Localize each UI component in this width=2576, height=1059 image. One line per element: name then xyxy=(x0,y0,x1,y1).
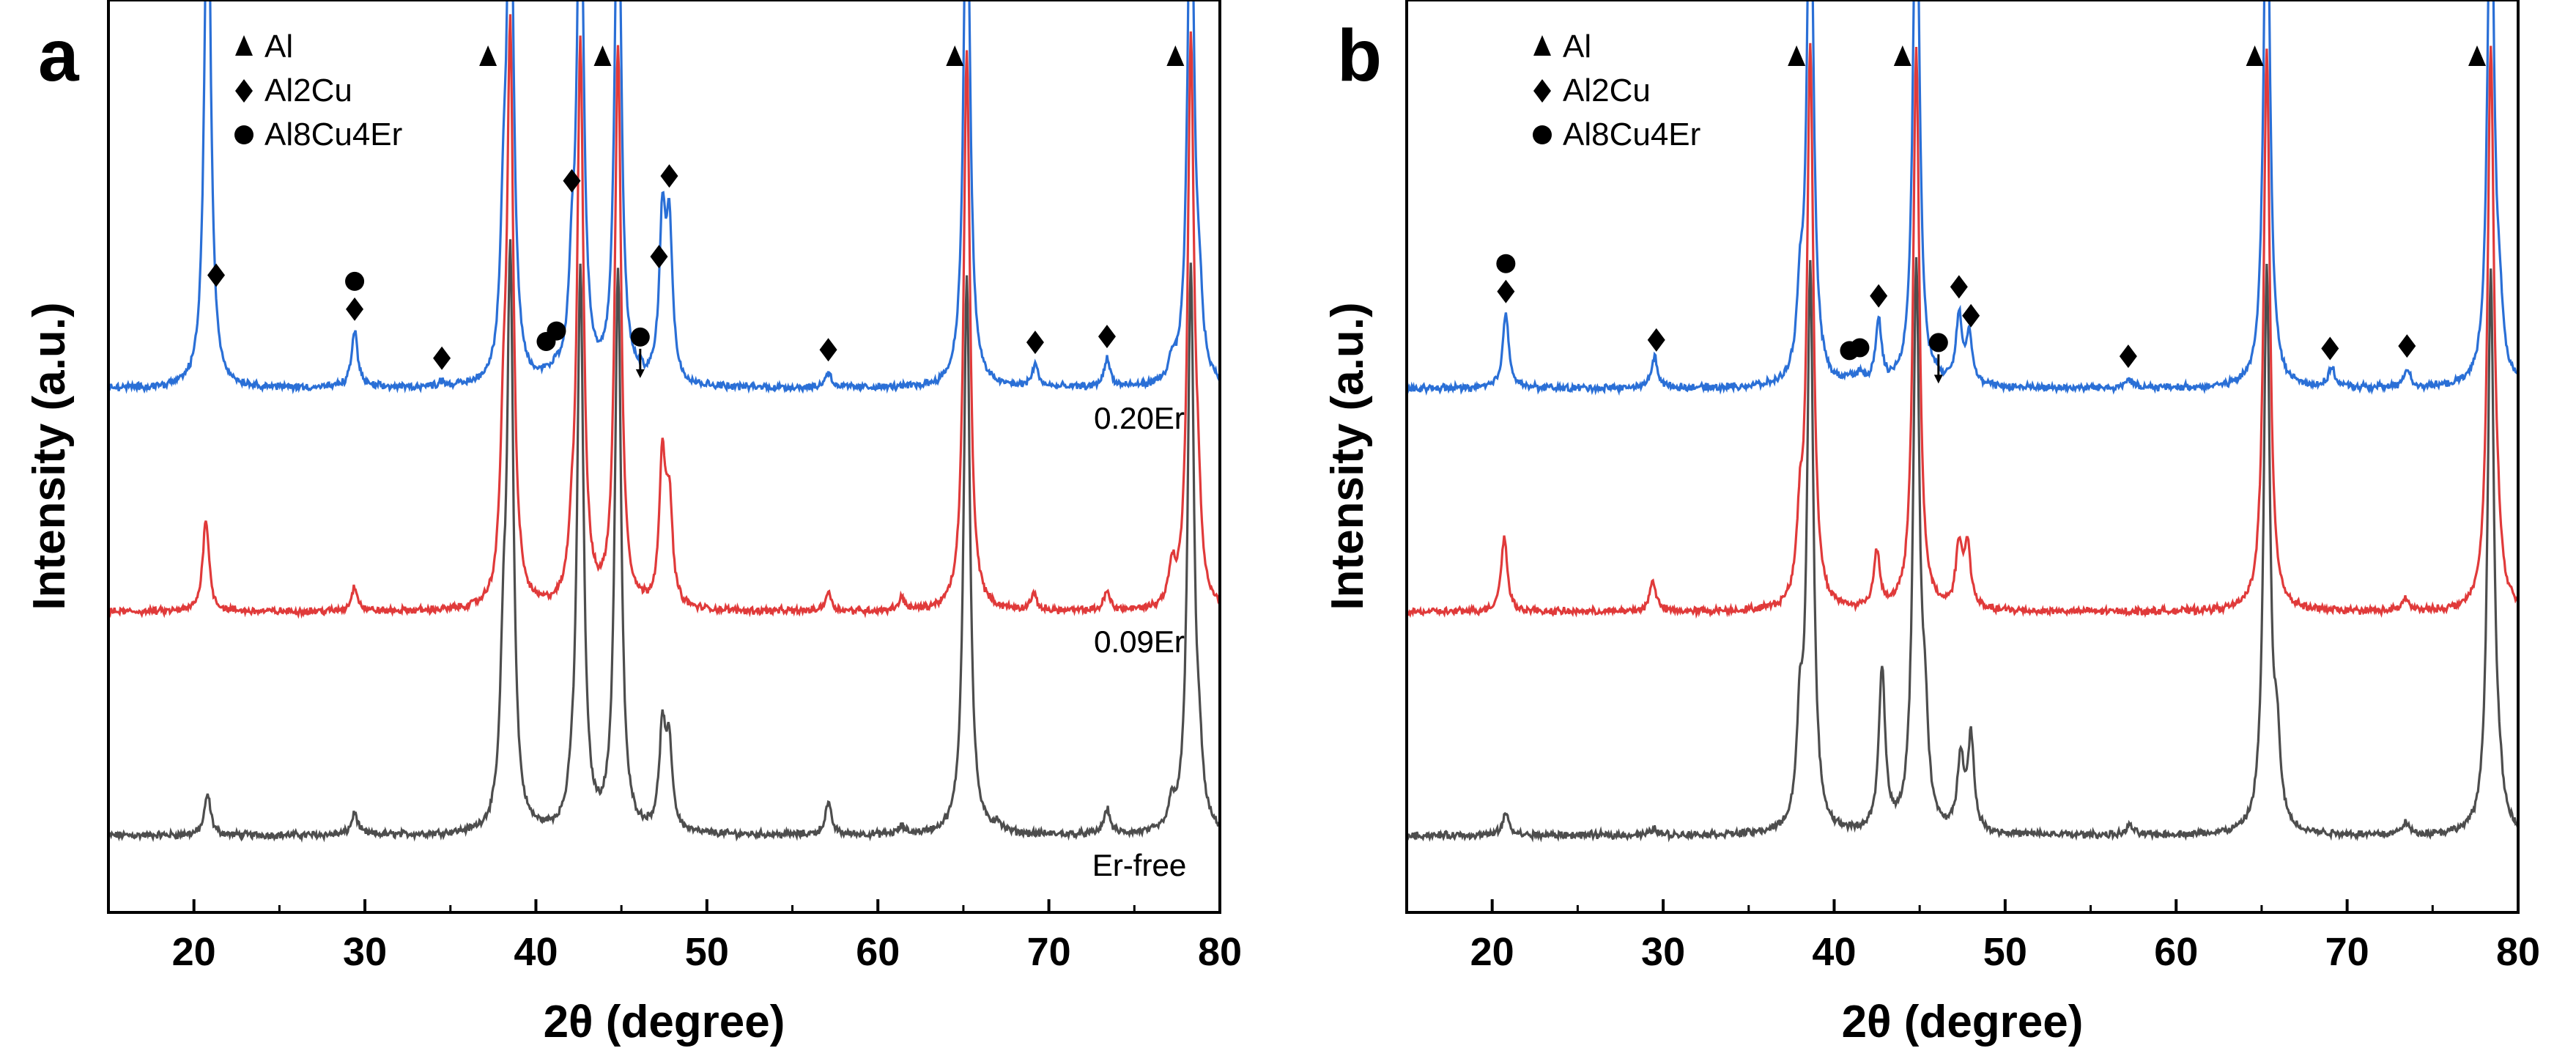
legend-label: Al xyxy=(1563,29,1591,64)
x-axis-title: 2θ (degree) xyxy=(544,997,785,1047)
legend-label: Al2Cu xyxy=(1563,73,1651,108)
legend-circle-icon xyxy=(234,125,253,144)
trace-label-0.09Er: 0.09Er xyxy=(1094,624,1185,659)
panel-a: 20 30 40 50 60 70 80 2θ (degree) Intensity (a.u.… xyxy=(24,0,1242,1047)
peak-triangle-marker xyxy=(593,45,612,66)
arrow-head-icon xyxy=(1933,374,1943,384)
series-line-0.09Er xyxy=(108,14,1220,619)
peak-diamond-marker xyxy=(1026,331,1044,355)
x-tick-label: 80 xyxy=(1198,930,1242,974)
legend-label: Al2Cu xyxy=(264,73,352,108)
y-axis-title: Intensity (a.u.) xyxy=(24,302,75,610)
x-axis-title: 2θ (degree) xyxy=(1842,997,2084,1047)
series-line-Er-free xyxy=(1407,257,2518,843)
peak-diamond-marker xyxy=(1647,328,1665,352)
peak-diamond-marker xyxy=(660,164,678,188)
peak-circle-marker xyxy=(630,327,650,347)
peak-diamond-marker xyxy=(346,297,364,321)
x-tick-label: 50 xyxy=(1983,930,2027,974)
x-tick-label: 50 xyxy=(685,930,729,974)
y-axis-title: Intensity (a.u.) xyxy=(1322,302,1373,610)
peak-triangle-marker xyxy=(1893,45,1911,66)
x-tick-label: 60 xyxy=(856,930,900,974)
x-tick-label: 80 xyxy=(2496,930,2540,974)
x-tick-label: 30 xyxy=(343,930,387,974)
peak-diamond-marker xyxy=(1962,303,1980,328)
trace-label-0.20Er: 0.20Er xyxy=(1094,401,1185,435)
series-line-0.09Er xyxy=(1407,43,2518,619)
x-tick-label: 70 xyxy=(2325,930,2369,974)
legend-circle-icon xyxy=(1533,125,1552,144)
legend-diamond-icon xyxy=(235,79,253,103)
peak-diamond-marker xyxy=(650,245,668,269)
series-line-0.20Er xyxy=(108,0,1220,395)
series-line-0.20Er xyxy=(1407,0,2518,396)
peak-triangle-marker xyxy=(2468,45,2486,66)
peak-circle-marker xyxy=(1928,333,1948,353)
peak-diamond-marker xyxy=(819,338,837,362)
peak-diamond-marker xyxy=(2321,336,2339,361)
panel-b: 20 30 40 50 60 70 80 2θ (degree) Intensity (a.u.… xyxy=(1092,0,2540,1047)
peak-diamond-marker xyxy=(563,169,581,193)
traces xyxy=(1407,0,2518,843)
peak-diamond-marker xyxy=(1870,284,1888,308)
peak-diamond-marker xyxy=(207,263,226,287)
panel-label: a xyxy=(38,15,80,97)
peak-diamond-marker xyxy=(1098,325,1116,349)
peak-triangle-marker xyxy=(1166,45,1185,66)
legend-label: Al8Cu4Er xyxy=(1563,117,1700,152)
x-tick-label: 20 xyxy=(172,930,216,974)
peak-circle-marker xyxy=(345,271,365,291)
plot-frame xyxy=(1405,0,2520,914)
trace-label-0.20Er: 0.20Er xyxy=(1094,401,1185,435)
peak-circle-marker xyxy=(547,321,566,341)
peak-triangle-marker xyxy=(946,45,964,66)
peak-diamond-marker xyxy=(433,346,451,370)
x-tick-label: 20 xyxy=(1470,930,1514,974)
peak-circle-marker xyxy=(1496,254,1516,273)
peak-triangle-marker xyxy=(2246,45,2264,66)
legend-diamond-icon xyxy=(1533,79,1551,103)
panel-label: b xyxy=(1337,15,1382,97)
legend-label: Al8Cu4Er xyxy=(264,117,402,152)
x-tick-label: 40 xyxy=(1812,930,1856,974)
legend-triangle-icon xyxy=(235,35,253,56)
peak-triangle-marker xyxy=(479,45,497,66)
trace-label-Er-free: Er-free xyxy=(1092,848,1186,882)
x-tick-label: 60 xyxy=(2154,930,2198,974)
x-tick-label: 70 xyxy=(1027,930,1071,974)
traces xyxy=(108,0,1220,843)
arrow-head-icon xyxy=(635,369,645,378)
x-tick-label: 30 xyxy=(1641,930,1685,974)
legend-label: Al xyxy=(264,29,293,64)
x-tick-label: 40 xyxy=(514,930,558,974)
series-line-Er-free xyxy=(108,239,1220,843)
plot-frame xyxy=(107,0,1221,914)
trace-label-0.09Er: 0.09Er xyxy=(1094,624,1185,659)
peak-diamond-marker xyxy=(1497,279,1515,303)
legend-triangle-icon xyxy=(1533,35,1551,56)
peak-diamond-marker xyxy=(1950,275,1968,299)
peak-triangle-marker xyxy=(1788,45,1806,66)
peak-diamond-marker xyxy=(2119,344,2137,369)
peak-circle-marker xyxy=(1850,338,1870,358)
peak-diamond-marker xyxy=(2398,334,2416,358)
trace-label-Er-free: Er-free xyxy=(1092,848,1186,882)
